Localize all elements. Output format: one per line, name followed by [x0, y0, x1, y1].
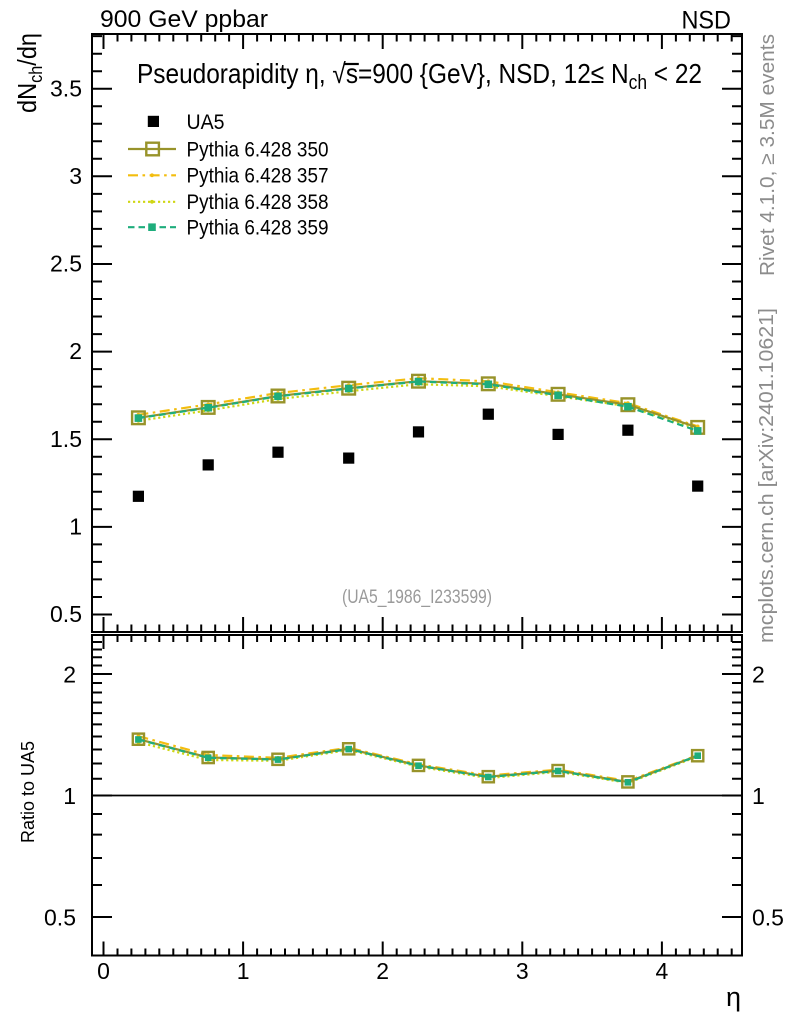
- svg-text:0: 0: [97, 958, 110, 984]
- svg-text:Ratio to UA5: Ratio to UA5: [18, 741, 38, 843]
- svg-text:2: 2: [69, 338, 82, 364]
- svg-text:η: η: [726, 982, 741, 1012]
- svg-text:900 GeV ppbar: 900 GeV ppbar: [100, 6, 268, 33]
- svg-text:1: 1: [752, 783, 765, 809]
- svg-text:mcplots.cern.ch [arXiv:2401.10: mcplots.cern.ch [arXiv:2401.10621]: [755, 308, 778, 643]
- svg-text:(UA5_1986_I233599): (UA5_1986_I233599): [342, 587, 492, 608]
- svg-text:3.5: 3.5: [50, 75, 82, 101]
- svg-text:0.5: 0.5: [752, 904, 784, 930]
- svg-text:Pseudorapidity η, √s=900 {GeV}: Pseudorapidity η, √s=900 {GeV}, NSD, 12≤…: [137, 58, 702, 94]
- svg-text:NSD: NSD: [682, 7, 732, 35]
- svg-text:2: 2: [752, 662, 765, 688]
- svg-text:1: 1: [69, 513, 82, 539]
- svg-text:2: 2: [63, 662, 76, 688]
- svg-text:3: 3: [516, 958, 529, 984]
- svg-text:2: 2: [376, 958, 389, 984]
- svg-text:Rivet 4.1.0, ≥ 3.5M events: Rivet 4.1.0, ≥ 3.5M events: [756, 34, 779, 276]
- svg-text:0.5: 0.5: [50, 601, 82, 627]
- svg-text:1.5: 1.5: [50, 426, 82, 452]
- svg-text:2.5: 2.5: [50, 251, 82, 277]
- svg-text:1: 1: [63, 783, 76, 809]
- svg-text:UA5: UA5: [187, 111, 225, 134]
- svg-text:Pythia 6.428 350: Pythia 6.428 350: [187, 138, 329, 161]
- svg-text:3: 3: [69, 163, 82, 189]
- svg-text:Pythia 6.428 359: Pythia 6.428 359: [187, 217, 329, 240]
- svg-text:Pythia 6.428 358: Pythia 6.428 358: [187, 191, 329, 214]
- svg-text:0.5: 0.5: [44, 904, 76, 930]
- svg-text:Pythia 6.428 357: Pythia 6.428 357: [187, 165, 329, 188]
- svg-text:1: 1: [237, 958, 250, 984]
- svg-text:4: 4: [656, 958, 669, 984]
